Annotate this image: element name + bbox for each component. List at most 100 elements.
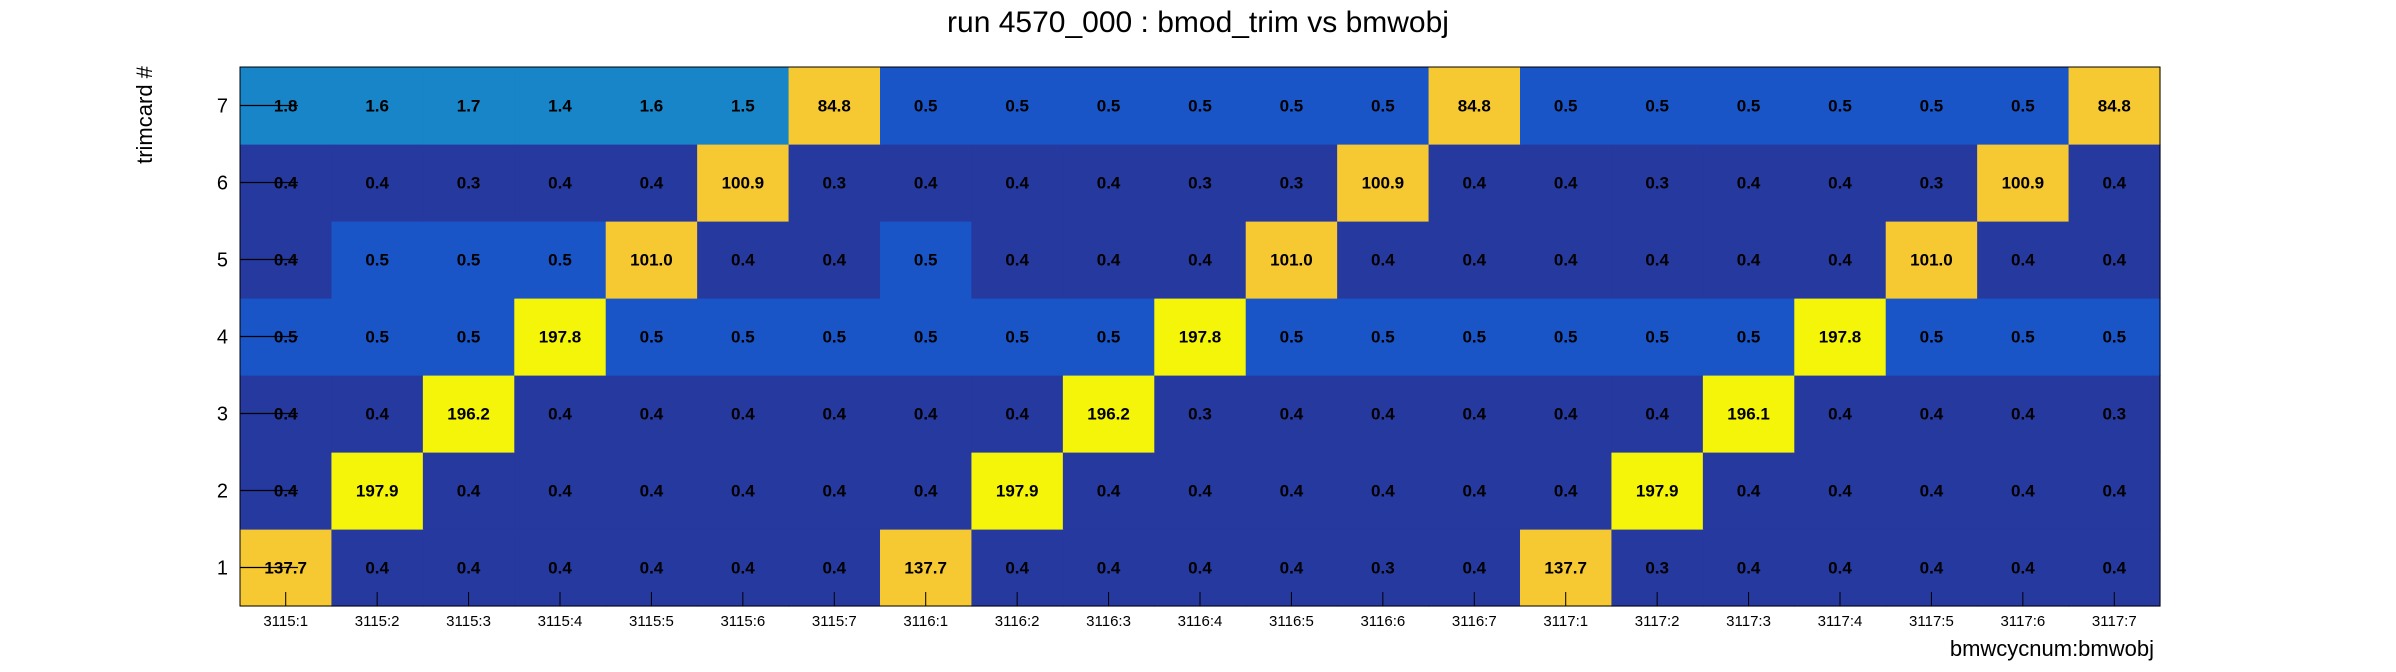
cell-value-label: 0.4 [731, 559, 755, 578]
heatmap-cell [971, 144, 1064, 222]
cell-value-label: 0.4 [365, 174, 389, 193]
cell-value-label: 0.4 [1280, 482, 1304, 501]
cell-value-label: 0.5 [1005, 328, 1029, 347]
cell-value-label: 0.4 [548, 482, 572, 501]
cell-value-label: 0.4 [822, 559, 846, 578]
cell-value-label: 0.4 [1828, 174, 1852, 193]
cell-value-label: 0.5 [365, 251, 389, 270]
cell-value-label: 196.2 [447, 405, 490, 424]
heatmap-cell [697, 144, 790, 222]
heatmap-cell [1702, 67, 1795, 145]
cell-value-label: 0.5 [1097, 97, 1121, 116]
heatmap-cell [1154, 298, 1247, 376]
heatmap-cell [1337, 375, 1430, 453]
heatmap-cell [514, 298, 607, 376]
cell-value-label: 0.4 [1462, 251, 1486, 270]
cell-value-label: 0.5 [1280, 97, 1304, 116]
y-tick-label: 5 [217, 250, 228, 272]
heatmap-cell [697, 298, 790, 376]
axis-ticks: 1 2 3 4 5 6 7 3115:1 3115:2 3115:3 3115:4 3115:5 311… [217, 96, 2137, 631]
cell-value-label: 197.9 [1636, 482, 1679, 501]
heatmap-cell [1794, 298, 1887, 376]
cell-value-label: 0.4 [1005, 559, 1029, 578]
heatmap-cell [1337, 67, 1430, 145]
heatmap-cell [422, 298, 515, 376]
cell-value-label: 0.4 [1188, 482, 1212, 501]
heatmap-cell [605, 144, 698, 222]
cell-value-label: 0.4 [822, 405, 846, 424]
cell-value-label: 1.6 [640, 97, 664, 116]
heatmap-cell [514, 375, 607, 453]
heatmap-cell [2068, 375, 2161, 453]
cell-value-label: 0.5 [457, 251, 481, 270]
heatmap-cell [1428, 67, 1521, 145]
cell-value-label: 0.4 [731, 482, 755, 501]
cell-value-label: 0.5 [731, 328, 755, 347]
cell-value-label: 0.4 [365, 559, 389, 578]
cell-value-label: 0.3 [1188, 405, 1212, 424]
cell-value-label: 0.5 [1920, 97, 1944, 116]
cell-value-label: 0.4 [1462, 482, 1486, 501]
x-tick-label: 3117:1 [1543, 613, 1588, 630]
heatmap-cell [1977, 221, 2070, 299]
cell-value-label: 0.4 [1371, 405, 1395, 424]
x-tick-label: 3116:3 [1086, 613, 1131, 630]
heatmap-cell [1885, 298, 1978, 376]
cell-value-label: 0.5 [1737, 328, 1761, 347]
heatmap-cell [1062, 375, 1155, 453]
cell-value-label: 0.4 [914, 405, 938, 424]
cell-value-label: 0.5 [1005, 97, 1029, 116]
x-tick-label: 3115:6 [720, 613, 765, 630]
cell-value-label: 0.4 [914, 482, 938, 501]
heatmap-cell [1885, 221, 1978, 299]
cell-value-label: 0.5 [1371, 97, 1395, 116]
x-tick-label: 3116:2 [995, 613, 1040, 630]
heatmap-cell [1428, 298, 1521, 376]
heatmap-cell [514, 221, 607, 299]
heatmap-cell [788, 298, 881, 376]
cell-value-label: 0.5 [640, 328, 664, 347]
cell-value-label: 197.8 [1819, 328, 1862, 347]
cell-value-label: 0.4 [1371, 251, 1395, 270]
heatmap-cell [1611, 221, 1704, 299]
cell-value-label: 0.4 [1005, 405, 1029, 424]
heatmap-cell [2068, 221, 2161, 299]
cell-value-label: 0.5 [914, 328, 938, 347]
heatmap-cell [605, 67, 698, 145]
x-tick-label: 3117:4 [1818, 613, 1863, 630]
x-tick-label: 3116:7 [1452, 613, 1497, 630]
x-tick-label: 3115:7 [812, 613, 857, 630]
heatmap-cell [422, 221, 515, 299]
heatmap-cell [331, 298, 424, 376]
heatmap-cell [880, 298, 973, 376]
cell-value-label: 0.4 [2102, 482, 2126, 501]
cell-value-label: 100.9 [2002, 174, 2045, 193]
y-tick-label: 1 [217, 558, 228, 580]
cell-value-label: 0.3 [457, 174, 481, 193]
cell-value-label: 0.4 [2102, 559, 2126, 578]
heatmap-cell [1977, 144, 2070, 222]
cell-value-label: 1.6 [365, 97, 389, 116]
heatmap-cell [331, 221, 424, 299]
cell-value-label: 197.9 [996, 482, 1039, 501]
cell-value-label: 0.5 [914, 251, 938, 270]
heatmap-cell [1794, 452, 1887, 530]
cell-value-label: 0.4 [2102, 174, 2126, 193]
heatmap-cell [1154, 144, 1247, 222]
cell-value-label: 0.4 [1554, 251, 1578, 270]
heatmap-cell [1154, 67, 1247, 145]
cell-value-label: 0.4 [2011, 405, 2035, 424]
heatmap-cell [1520, 221, 1613, 299]
cell-value-label: 84.8 [2098, 97, 2131, 116]
cell-value-label: 0.4 [1737, 251, 1761, 270]
cell-value-label: 0.4 [731, 251, 755, 270]
cell-value-label: 0.4 [640, 482, 664, 501]
heatmap-cell [1337, 221, 1430, 299]
heatmap-cell [1245, 375, 1338, 453]
heatmap-cell [1520, 67, 1613, 145]
heatmap-cell [1794, 375, 1887, 453]
cell-value-label: 0.5 [1371, 328, 1395, 347]
heatmap-cell [1245, 144, 1338, 222]
heatmap-cell [1337, 452, 1430, 530]
